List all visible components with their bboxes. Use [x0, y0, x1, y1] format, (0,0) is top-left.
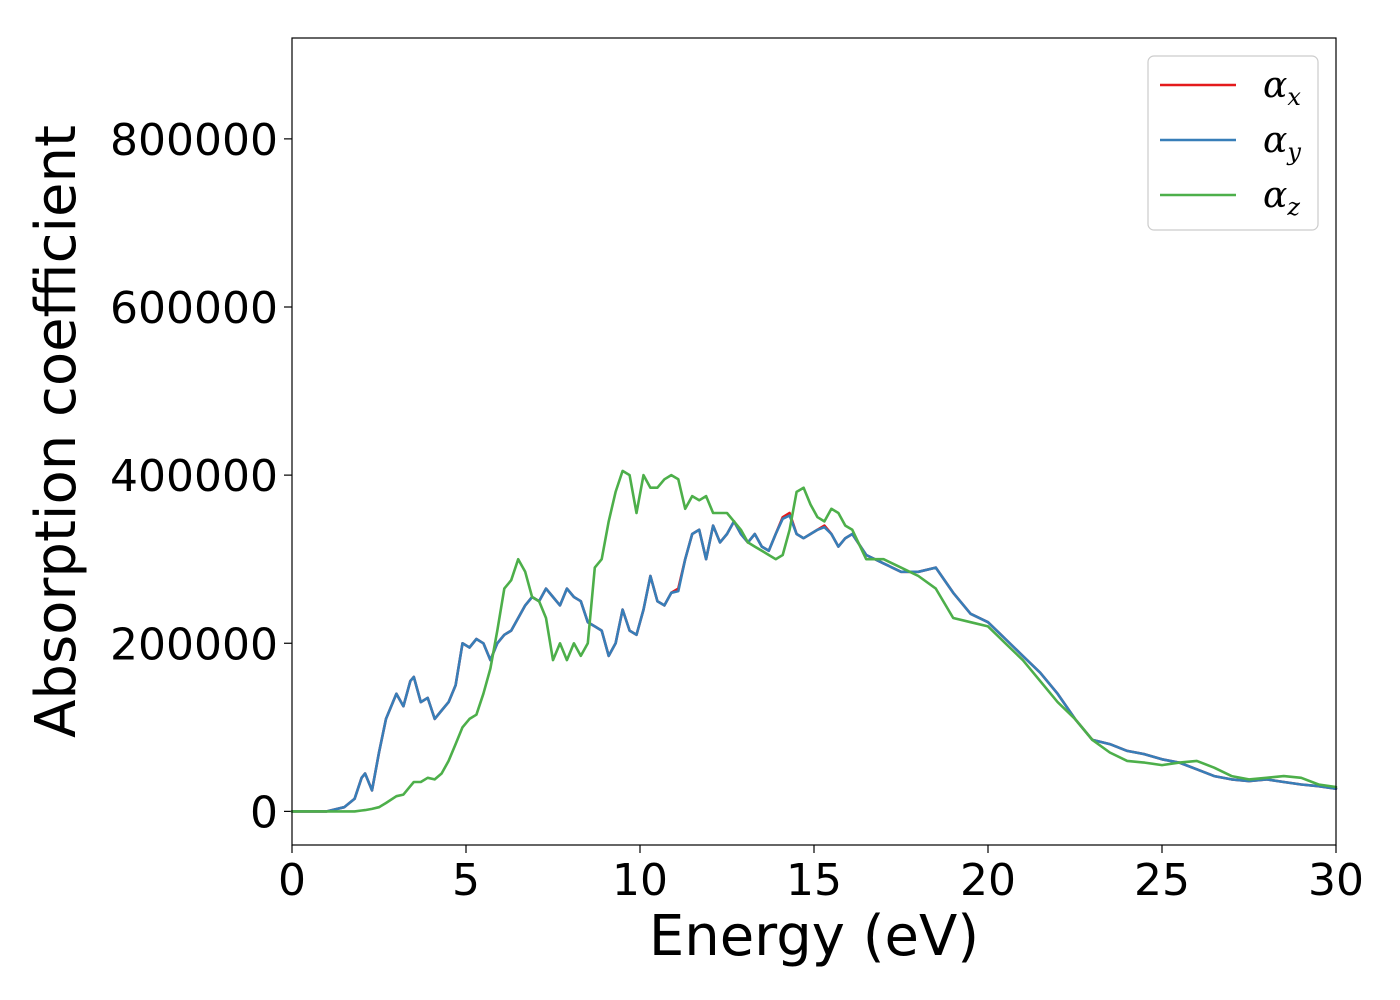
legend-label-base: α — [1263, 175, 1287, 216]
legend-box — [1147, 55, 1319, 231]
x-tick-label: 20 — [960, 855, 1016, 906]
y-tick-label: 800000 — [110, 115, 278, 166]
x-tick-label: 15 — [786, 855, 842, 906]
legend-label-z: αz — [1263, 175, 1300, 221]
y-tick-label: 600000 — [110, 283, 278, 334]
legend-label-base: α — [1263, 120, 1287, 161]
x-tick-group: 0 5 10 15 20 25 30 — [278, 845, 1364, 906]
legend-label-sub: y — [1286, 138, 1301, 166]
y-axis-title: Absorption coefficient — [24, 125, 89, 738]
y-tick-group: 0 200000 400000 600000 800000 — [110, 115, 292, 838]
legend-label-base: α — [1263, 65, 1287, 106]
y-tick-label: 400000 — [110, 451, 278, 502]
x-tick-label: 0 — [278, 855, 306, 906]
x-axis-title: Energy (eV) — [649, 904, 979, 969]
series-line-y — [290, 514, 1338, 813]
series-line-x — [290, 511, 1338, 813]
legend-label-x: αx — [1263, 65, 1301, 111]
series-line-z — [290, 469, 1338, 813]
legend-label-sub: z — [1286, 193, 1300, 221]
series-group — [290, 469, 1338, 813]
x-tick-label: 10 — [612, 855, 668, 906]
x-tick-label: 5 — [452, 855, 480, 906]
y-tick-label: 0 — [250, 787, 278, 838]
x-tick-label: 30 — [1308, 855, 1364, 906]
plot-frame — [291, 37, 1337, 846]
y-tick-label: 200000 — [110, 619, 278, 670]
legend-label-y: αy — [1263, 120, 1301, 166]
legend-label-sub: x — [1287, 83, 1301, 111]
x-tick-label: 25 — [1134, 855, 1190, 906]
